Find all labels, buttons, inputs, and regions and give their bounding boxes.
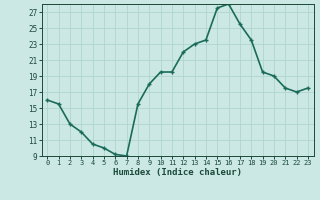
X-axis label: Humidex (Indice chaleur): Humidex (Indice chaleur)	[113, 168, 242, 177]
